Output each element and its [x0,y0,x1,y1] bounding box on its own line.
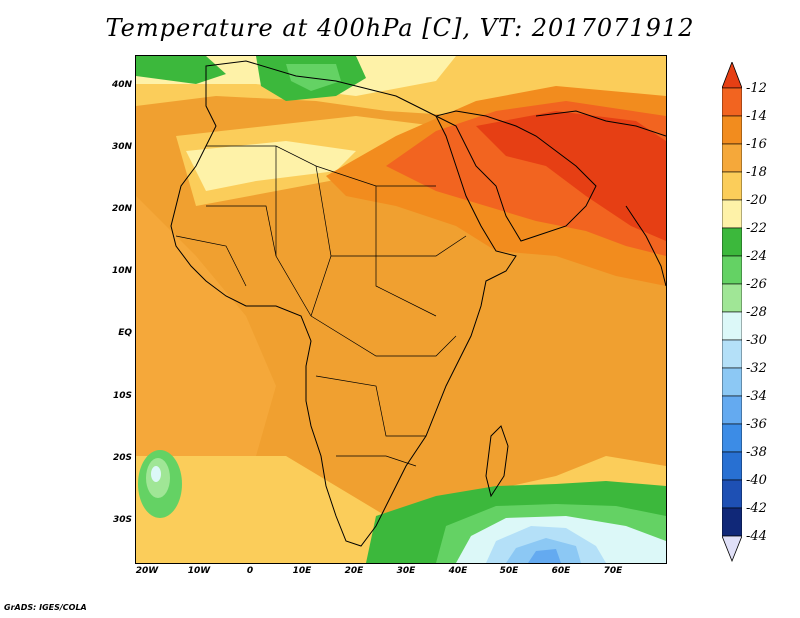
colorbar-label: -40 [746,473,767,488]
colorbar-swatch [722,87,742,117]
field-cold-spot-core [151,466,161,482]
coastlines [170,60,666,547]
lon-label-30e: 30E [396,566,416,576]
border-10 [175,235,247,287]
colorbar-label: -14 [746,109,767,124]
colorbar-swatch [722,311,742,341]
border-9 [206,205,277,257]
border-6 [310,315,457,357]
colorbar [722,62,742,562]
colorbar-bottom-arrow [722,535,742,562]
lon-label-10e: 10E [292,566,312,576]
colorbar-swatch [722,507,742,537]
lat-label-10s: 10S [112,391,132,401]
country-borders [175,145,467,467]
asia-coast [535,110,666,137]
lon-label-0: 0 [246,566,254,576]
colorbar-swatch [722,199,742,229]
colorbar-label: -34 [746,389,767,404]
colorbar-label: -30 [746,333,767,348]
colorbar-label: -18 [746,165,767,180]
colorbar-swatch [722,423,742,453]
lon-label-20e: 20E [344,566,364,576]
colorbar-label: -22 [746,221,767,236]
colorbar-swatch [722,479,742,509]
lon-label-40e: 40E [448,566,468,576]
colorbar-swatch [722,451,742,481]
lon-label-10w: 10W [187,566,211,576]
colorbar-swatch [722,255,742,285]
colorbar-top-arrow [722,62,742,89]
india-coast [625,205,666,287]
software-credit: GrADS: IGES/COLA [4,603,87,612]
madagascar-coast [485,425,509,498]
border-4 [375,186,437,317]
lon-label-70e: 70E [603,566,623,576]
chart-title: Temperature at 400hPa [C], VT: 201707191… [105,14,695,42]
lon-label-60e: 60E [551,566,571,576]
colorbar-label: -42 [746,501,767,516]
colorbar-label: -28 [746,305,767,320]
colorbar-swatch [722,115,742,145]
arabia-coast [434,110,597,242]
field-west-atlantic [136,196,276,496]
lat-label-20n: 20N [111,204,132,214]
africa-coast [170,60,517,547]
lat-label-20s: 20S [112,453,132,463]
colorbar-label: -44 [746,529,767,544]
field-atlantic-green [136,56,226,84]
field-south-blue-3 [528,549,561,563]
colorbar-label: -12 [746,81,767,96]
colorbar-swatch [722,227,742,257]
colorbar-label: -38 [746,445,767,460]
map-canvas [136,56,666,563]
border-7 [315,375,426,437]
colorbar-swatch [722,143,742,173]
colorbar-swatch [722,171,742,201]
colorbar-label: -26 [746,277,767,292]
lat-label-eq: EQ [118,328,132,338]
colorbar-label: -20 [746,193,767,208]
field-sahara-pale [186,141,356,191]
lon-label-20w: 20W [135,566,159,576]
colorbar-swatch [722,367,742,397]
colorbar-swatch [722,395,742,425]
lat-label-30s: 30S [112,515,132,525]
colorbar-label: -16 [746,137,767,152]
field-med-green-2 [286,64,341,91]
border-8 [336,455,417,467]
colorbar-swatch [722,283,742,313]
lat-label-10n: 10N [111,266,132,276]
temperature-map [135,55,667,564]
colorbar-label: -36 [746,417,767,432]
colorbar-label: -24 [746,249,767,264]
colorbar-swatch [722,339,742,369]
lat-label-30n: 30N [111,142,132,152]
lon-label-50e: 50E [499,566,519,576]
colorbar-label: -32 [746,361,767,376]
lat-label-40n: 40N [111,80,132,90]
border-5 [331,235,467,257]
field-warm-core [476,111,666,241]
